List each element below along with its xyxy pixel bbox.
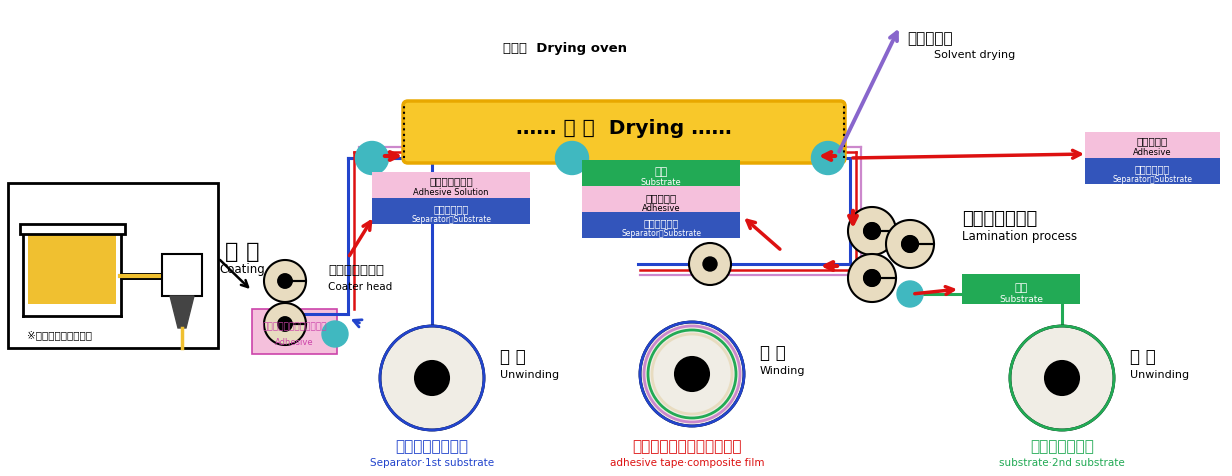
Text: Substrate: Substrate [999, 295, 1044, 304]
Text: adhesive tape·composite film: adhesive tape·composite film [610, 457, 764, 467]
Circle shape [675, 357, 708, 391]
Text: 粘着テープ・複合フィルム: 粘着テープ・複合フィルム [632, 438, 742, 454]
Text: 溶媒の揮発: 溶媒の揮発 [907, 31, 952, 46]
Circle shape [278, 275, 292, 288]
Text: Separator・Substrate: Separator・Substrate [411, 215, 492, 224]
Bar [28, 232, 116, 304]
Circle shape [864, 270, 880, 287]
Polygon shape [264, 303, 306, 345]
Bar [7, 184, 218, 348]
Circle shape [356, 142, 388, 175]
Circle shape [689, 244, 731, 286]
Text: 剥離紙・第１基材: 剥離紙・第１基材 [395, 438, 468, 454]
Polygon shape [848, 208, 896, 256]
Text: 乾燥炉  Drying oven: 乾燥炉 Drying oven [503, 42, 627, 55]
Text: 巻 取: 巻 取 [760, 343, 786, 361]
Bar [372, 173, 530, 198]
Text: 巻 出: 巻 出 [1130, 347, 1156, 365]
Text: Substrate: Substrate [641, 178, 681, 187]
Text: 基材: 基材 [654, 167, 668, 177]
Text: substrate·2nd substrate: substrate·2nd substrate [999, 457, 1125, 467]
Text: Separator·1st substrate: Separator·1st substrate [370, 457, 494, 467]
Text: 塗 工: 塗 工 [224, 241, 259, 261]
Bar [372, 198, 530, 225]
Text: 粘・接着剤: 粘・接着剤 [1137, 136, 1168, 146]
Circle shape [902, 237, 918, 252]
Text: 剥離紙・基材: 剥離紙・基材 [434, 204, 468, 214]
Text: ラミネート工程: ラミネート工程 [962, 209, 1037, 228]
Circle shape [415, 361, 448, 395]
Bar [20, 225, 124, 235]
Text: Lamination process: Lamination process [962, 230, 1077, 243]
Text: 粘着剤・ラミネート接着剤: 粘着剤・ラミネート接着剤 [262, 322, 326, 331]
Text: Adhesive: Adhesive [642, 204, 680, 213]
Text: 基材・第２基材: 基材・第２基材 [1030, 438, 1094, 454]
Bar [582, 161, 740, 187]
Text: Separator・Substrate: Separator・Substrate [1112, 175, 1193, 184]
Bar [253, 309, 338, 354]
Polygon shape [264, 260, 306, 302]
Bar [962, 275, 1080, 304]
Text: Coating: Coating [219, 263, 265, 276]
FancyBboxPatch shape [403, 102, 845, 164]
Circle shape [1010, 327, 1114, 430]
Text: Coater head: Coater head [328, 281, 392, 291]
Text: Winding: Winding [760, 365, 806, 375]
Bar [582, 213, 740, 238]
Circle shape [1045, 361, 1079, 395]
Circle shape [703, 258, 717, 271]
Text: コーターヘッド: コーターヘッド [328, 264, 384, 277]
Polygon shape [886, 220, 934, 268]
Circle shape [379, 327, 484, 430]
Circle shape [864, 224, 880, 239]
Circle shape [278, 317, 292, 331]
Text: 剥離紙・基材: 剥離紙・基材 [1135, 164, 1170, 174]
Circle shape [556, 142, 589, 175]
Bar [1085, 133, 1220, 159]
Bar [582, 187, 740, 213]
Text: 巻 出: 巻 出 [500, 347, 526, 365]
Bar [1085, 159, 1220, 185]
Text: 粘・接着剤溶液: 粘・接着剤溶液 [429, 176, 473, 186]
Text: ※ホットメルトの場合: ※ホットメルトの場合 [27, 329, 92, 339]
Text: Unwinding: Unwinding [500, 369, 559, 379]
Text: …… 乾 燥  Drying ……: …… 乾 燥 Drying …… [516, 119, 732, 138]
Polygon shape [170, 297, 193, 328]
Text: Unwinding: Unwinding [1130, 369, 1189, 379]
Circle shape [897, 281, 923, 307]
Text: Adhesive Solution: Adhesive Solution [413, 188, 489, 197]
Circle shape [322, 321, 347, 347]
Text: Solvent drying: Solvent drying [934, 50, 1015, 60]
Bar [161, 255, 202, 297]
Text: 粘・接着剤: 粘・接着剤 [646, 193, 676, 203]
Text: 剥離紙・基材: 剥離紙・基材 [643, 218, 679, 228]
Circle shape [812, 142, 844, 175]
Text: 基材: 基材 [1014, 282, 1027, 292]
Text: Adhesive: Adhesive [275, 338, 314, 347]
Circle shape [639, 322, 744, 426]
Text: Separator・Substrate: Separator・Substrate [621, 229, 701, 238]
Polygon shape [848, 255, 896, 302]
Text: Adhesive: Adhesive [1133, 148, 1172, 157]
